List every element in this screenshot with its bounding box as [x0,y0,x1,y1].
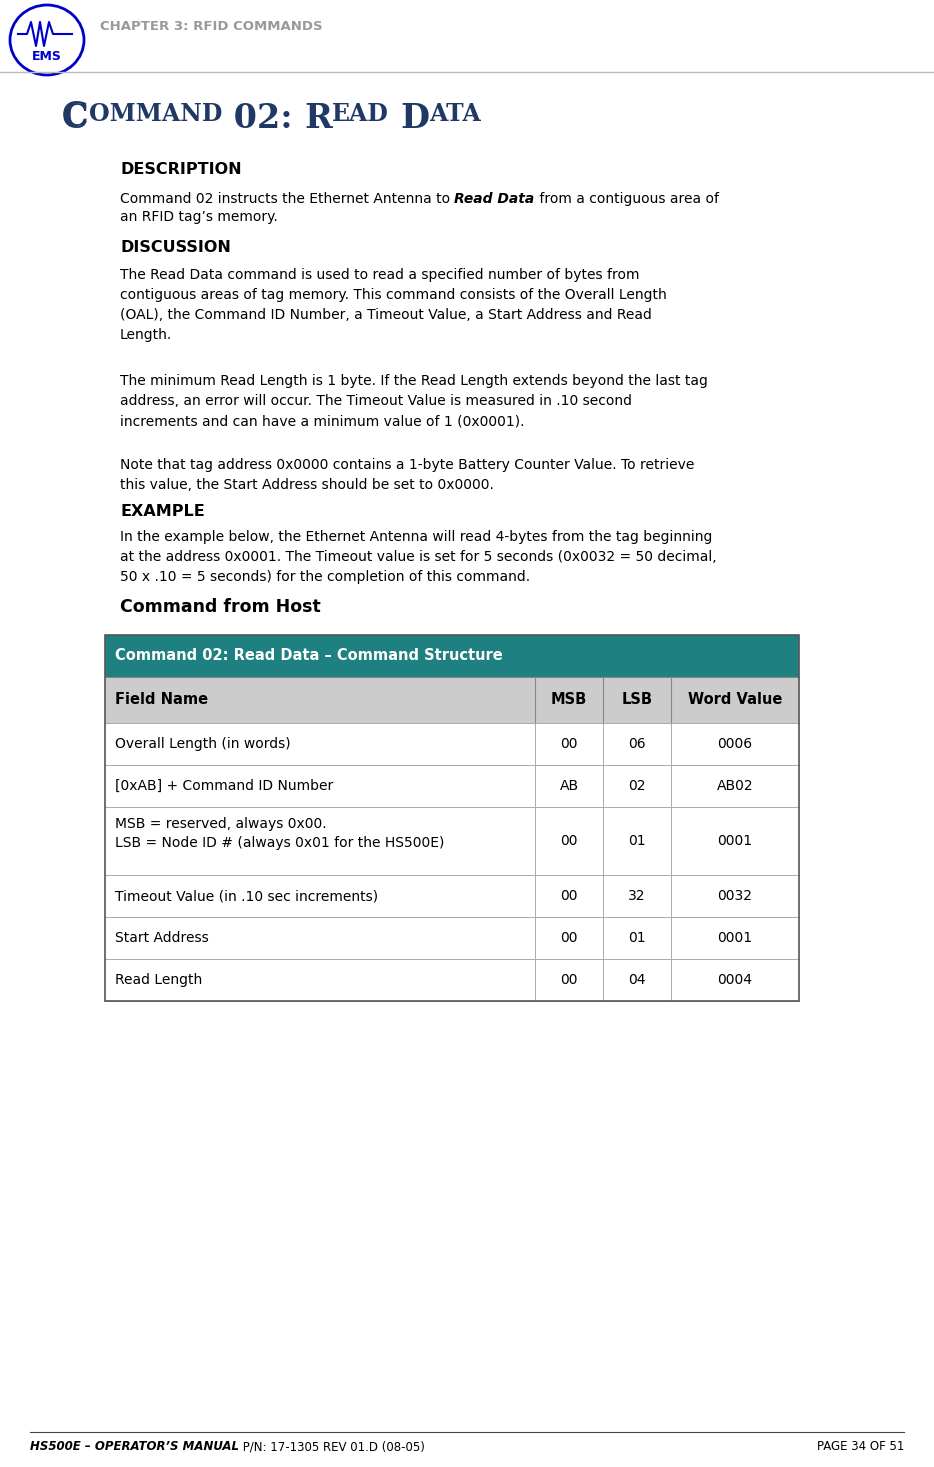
Text: MSB = reserved, always 0x00.: MSB = reserved, always 0x00. [115,817,327,830]
Text: EAD: EAD [332,103,389,126]
Text: R: R [304,103,332,135]
Bar [105,764,799,807]
Text: 00: 00 [560,932,578,945]
Text: P/N: 17-1305 REV 01.D (08-05): P/N: 17-1305 REV 01.D (08-05) [239,1441,425,1452]
Bar [105,807,799,874]
Bar [105,635,799,1000]
Text: 00: 00 [560,973,578,987]
Text: ATA: ATA [430,103,481,126]
Text: 0001: 0001 [717,932,753,945]
Text: MSB: MSB [551,692,587,707]
Text: Overall Length (in words): Overall Length (in words) [115,736,290,751]
Bar [105,676,799,723]
Text: LSB = Node ID # (always 0x01 for the HS500E): LSB = Node ID # (always 0x01 for the HS5… [115,836,445,849]
Text: 01: 01 [629,932,645,945]
Text: DESCRIPTION: DESCRIPTION [120,161,242,178]
Text: PAGE 34 OF 51: PAGE 34 OF 51 [816,1441,904,1452]
Text: Timeout Value (in .10 sec increments): Timeout Value (in .10 sec increments) [115,889,378,904]
Text: CHAPTER 3: RFID COMMANDS: CHAPTER 3: RFID COMMANDS [100,21,322,32]
Text: Read Length: Read Length [115,973,203,987]
Text: 0032: 0032 [717,889,753,904]
Text: 0001: 0001 [717,835,753,848]
Text: Note that tag address 0x0000 contains a 1-byte Battery Counter Value. To retriev: Note that tag address 0x0000 contains a … [120,458,694,491]
Text: 32: 32 [629,889,645,904]
Text: Command from Host: Command from Host [120,599,320,616]
Text: Read Data: Read Data [455,192,535,205]
Text: EMS: EMS [32,50,62,63]
Text: 01: 01 [629,835,645,848]
Text: 00: 00 [560,835,578,848]
Text: 02:: 02: [222,103,304,135]
Bar [105,959,799,1000]
Bar [105,723,799,764]
Text: C: C [62,100,89,133]
Text: The minimum Read Length is 1 byte. If the Read Length extends beyond the last ta: The minimum Read Length is 1 byte. If th… [120,374,708,428]
Text: 02: 02 [629,779,645,794]
Text: In the example below, the Ethernet Antenna will read 4-bytes from the tag beginn: In the example below, the Ethernet Anten… [120,530,716,584]
Text: C: C [62,103,89,135]
Text: from a contiguous area of: from a contiguous area of [535,192,719,205]
Text: D: D [401,103,430,135]
Text: OMMAND: OMMAND [89,103,222,126]
Text: 06: 06 [629,736,645,751]
Text: EXAMPLE: EXAMPLE [120,505,205,519]
Text: AB02: AB02 [716,779,754,794]
Text: The Read Data command is used to read a specified number of bytes from
contiguou: The Read Data command is used to read a … [120,268,667,342]
Text: Command 02 instructs the Ethernet Antenna to: Command 02 instructs the Ethernet Antenn… [120,192,455,205]
Text: Field Name: Field Name [115,692,208,707]
Text: [0xAB] + Command ID Number: [0xAB] + Command ID Number [115,779,333,794]
Text: LSB: LSB [621,692,653,707]
Text: OMMAND 02: R: OMMAND 02: R [62,100,273,125]
Text: HS500E – OPERATOR’S MANUAL: HS500E – OPERATOR’S MANUAL [30,1441,239,1452]
Text: an RFID tag’s memory.: an RFID tag’s memory. [120,210,277,224]
Text: 04: 04 [629,973,645,987]
Text: Start Address: Start Address [115,932,209,945]
Text: 0004: 0004 [717,973,753,987]
Bar [105,635,799,676]
Text: 0006: 0006 [717,736,753,751]
Bar [105,874,799,917]
Text: Command 02: Read Data – Command Structure: Command 02: Read Data – Command Structur… [115,648,502,663]
Text: 00: 00 [560,736,578,751]
Text: DISCUSSION: DISCUSSION [120,241,231,255]
Text: 00: 00 [560,889,578,904]
Text: Word Value: Word Value [687,692,782,707]
Text: AB: AB [559,779,578,794]
Bar [105,917,799,959]
